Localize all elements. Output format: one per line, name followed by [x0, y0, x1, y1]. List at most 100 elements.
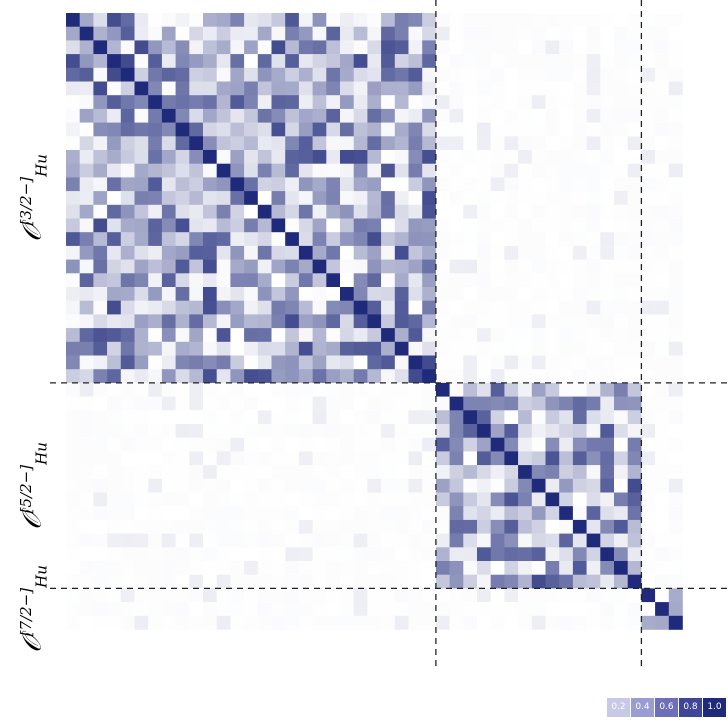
heatmap-cell: [435, 369, 450, 384]
heatmap-cell: [504, 40, 519, 55]
heatmap-cell: [504, 191, 519, 206]
heatmap-cell: [79, 54, 94, 69]
heatmap-cell: [79, 382, 94, 397]
heatmap-cell: [600, 492, 615, 507]
heatmap-cell: [463, 451, 478, 466]
heatmap-cell: [285, 478, 300, 493]
heatmap-cell: [230, 369, 245, 384]
heatmap-cell: [230, 81, 245, 96]
heatmap-cell: [353, 588, 368, 603]
heatmap-cell: [189, 136, 204, 151]
heatmap-cell: [668, 81, 683, 96]
heatmap-cell: [408, 355, 423, 370]
heatmap-cell: [79, 273, 94, 288]
heatmap-cell: [79, 437, 94, 452]
heatmap-cell: [244, 602, 259, 617]
heatmap-cell: [477, 314, 491, 329]
heatmap-cell: [298, 355, 313, 370]
heatmap-cell: [312, 547, 327, 562]
heatmap-cell: [545, 314, 560, 329]
heatmap-cell: [326, 54, 341, 69]
heatmap-cell: [148, 26, 163, 41]
heatmap-cell: [203, 191, 217, 206]
heatmap-cell: [504, 396, 519, 411]
heatmap-cell: [463, 67, 478, 82]
heatmap-cell: [655, 245, 670, 260]
heatmap-cell: [93, 273, 108, 288]
heatmap-cell: [668, 40, 683, 55]
heatmap-cell: [641, 478, 656, 493]
heatmap-cell: [435, 561, 450, 575]
heatmap-cell: [326, 437, 341, 452]
heatmap-cell: [504, 150, 519, 164]
heatmap-cell: [545, 492, 560, 507]
heatmap-cell: [641, 218, 656, 233]
heatmap-cell: [271, 519, 286, 534]
heatmap-cell: [504, 204, 519, 219]
heatmap-cell: [367, 574, 382, 589]
heatmap-cell: [298, 369, 313, 384]
heatmap-cell: [600, 369, 615, 384]
heatmap-cell: [257, 424, 272, 438]
heatmap-cell: [326, 13, 341, 27]
heatmap-cell: [120, 341, 135, 356]
heatmap-cell: [285, 519, 300, 534]
heatmap-cell: [490, 437, 505, 452]
heatmap-cell: [244, 410, 259, 425]
heatmap-cell: [490, 465, 505, 480]
heatmap-cell: [463, 245, 478, 260]
heatmap-cell: [655, 561, 670, 575]
heatmap-cell: [518, 437, 533, 452]
heatmap-cell: [93, 588, 108, 603]
heatmap-cell: [189, 478, 204, 493]
heatmap-cell: [655, 122, 670, 137]
heatmap-cell: [148, 177, 163, 192]
heatmap-cell: [107, 519, 122, 534]
heatmap-cell: [189, 465, 204, 480]
heatmap-cell: [463, 26, 478, 41]
heatmap-cell: [257, 177, 272, 192]
heatmap-cell: [614, 506, 628, 521]
heatmap-cell: [93, 163, 108, 178]
heatmap-cell: [477, 67, 491, 82]
heatmap-cell: [422, 191, 437, 206]
heatmap-cell: [614, 245, 628, 260]
heatmap-cell: [614, 369, 628, 384]
heatmap-cell: [614, 54, 628, 69]
heatmap-cell: [107, 588, 122, 603]
heatmap-cell: [107, 108, 122, 123]
heatmap-cell: [641, 533, 656, 548]
heatmap-cell: [148, 314, 163, 329]
heatmap-cell: [449, 382, 464, 397]
heatmap-cell: [312, 245, 327, 260]
heatmap-cell: [572, 245, 587, 260]
heatmap-cell: [381, 519, 396, 534]
heatmap-cell: [312, 95, 327, 110]
heatmap-cell: [518, 615, 533, 630]
heatmap-cell: [161, 602, 176, 617]
heatmap-cell: [367, 122, 382, 137]
heatmap-cell: [93, 287, 108, 301]
heatmap-cell: [175, 204, 190, 219]
heatmap-cell: [490, 300, 505, 315]
heatmap-cell: [586, 478, 601, 493]
heatmap-cell: [477, 232, 491, 247]
heatmap-cell: [189, 122, 204, 137]
heatmap-cell: [586, 287, 601, 301]
heatmap-cell: [627, 396, 642, 411]
heatmap-cell: [641, 13, 656, 27]
heatmap-cell: [586, 574, 601, 589]
heatmap-cell: [627, 122, 642, 137]
heatmap-cell: [545, 547, 560, 562]
heatmap-cell: [257, 108, 272, 123]
heatmap-cell: [559, 492, 574, 507]
heatmap-cell: [504, 382, 519, 397]
heatmap-cell: [161, 574, 176, 589]
heatmap-cell: [394, 245, 409, 260]
heatmap-cell: [614, 163, 628, 178]
heatmap-cell: [655, 424, 670, 438]
heatmap-cell: [120, 328, 135, 343]
heatmap-cell: [134, 40, 149, 55]
heatmap-cell: [257, 533, 272, 548]
heatmap-cell: [326, 218, 341, 233]
